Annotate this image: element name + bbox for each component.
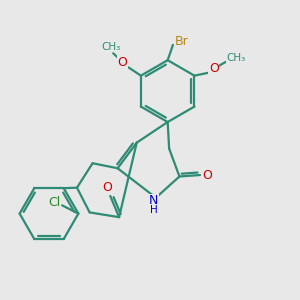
Text: CH₃: CH₃ (101, 42, 121, 52)
Text: N: N (149, 194, 158, 207)
Text: H: H (150, 205, 158, 215)
Text: O: O (102, 181, 112, 194)
Text: CH₃: CH₃ (226, 53, 246, 63)
Text: Br: Br (175, 34, 189, 48)
Text: Cl: Cl (48, 196, 60, 209)
Text: O: O (209, 62, 219, 75)
Text: O: O (202, 169, 212, 182)
Text: O: O (118, 56, 128, 69)
